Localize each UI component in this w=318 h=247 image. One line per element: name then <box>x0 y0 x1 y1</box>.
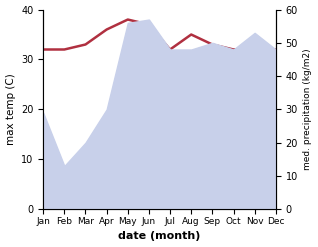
Y-axis label: med. precipitation (kg/m2): med. precipitation (kg/m2) <box>303 49 313 170</box>
Y-axis label: max temp (C): max temp (C) <box>5 74 16 145</box>
X-axis label: date (month): date (month) <box>118 231 201 242</box>
